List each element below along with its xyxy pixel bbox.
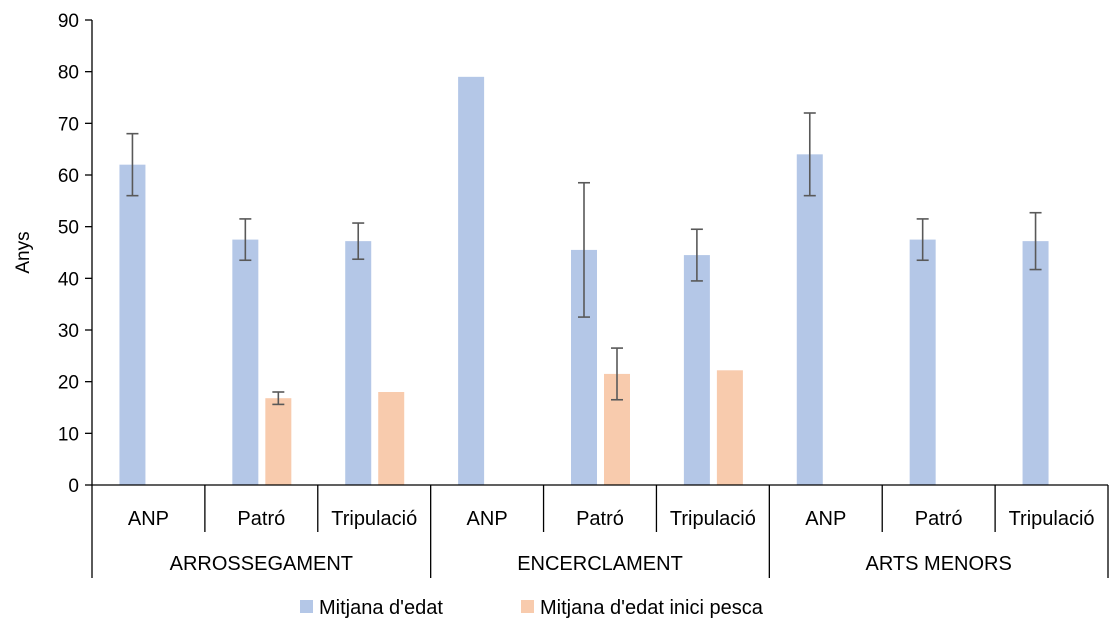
legend-swatch <box>300 600 313 613</box>
y-tick-label: 90 <box>58 11 79 32</box>
group-label: ENCERCLAMENT <box>517 553 683 575</box>
category-label: Patró <box>915 508 963 530</box>
category-label: ANP <box>128 508 169 530</box>
category-label: Tripulació <box>670 508 756 530</box>
category-label: Patró <box>576 508 624 530</box>
y-axis: 0 10 20 30 40 50 60 70 80 90 <box>58 11 93 497</box>
bar <box>119 164 146 485</box>
category-label: Patró <box>237 508 285 530</box>
bar <box>458 76 485 485</box>
bar <box>683 255 710 485</box>
category-label: ANP <box>805 508 846 530</box>
y-tick-label: 10 <box>58 424 79 445</box>
group-label: ARTS MENORS <box>866 553 1012 575</box>
bar <box>1022 241 1049 485</box>
error-bars <box>126 112 1042 406</box>
legend: Mitjana d'edat Mitjana d'edat inici pesca <box>300 597 764 619</box>
y-tick-label: 40 <box>58 269 79 290</box>
legend-label: Mitjana d'edat <box>319 597 443 619</box>
bar <box>796 154 823 486</box>
legend-swatch <box>521 600 534 613</box>
bar <box>232 239 259 485</box>
bar <box>345 241 372 485</box>
y-axis-label: Anys <box>13 231 34 273</box>
bar <box>265 398 292 485</box>
group-label: ARROSSEGAMENT <box>170 553 353 575</box>
y-tick-label: 20 <box>58 373 79 394</box>
y-tick-label: 80 <box>58 63 79 84</box>
y-tick-label: 60 <box>58 166 79 187</box>
category-label: ANP <box>467 508 508 530</box>
legend-label: Mitjana d'edat inici pesca <box>540 597 764 619</box>
bar <box>716 370 743 485</box>
category-label: Tripulació <box>1009 508 1095 530</box>
bar <box>909 239 936 485</box>
x-axis: ANP Patró Tripulació ANP Patró Tripulació ANP P… <box>91 484 1109 578</box>
y-tick-label: 50 <box>58 218 79 239</box>
bars <box>119 76 1049 486</box>
y-tick-label: 0 <box>68 476 79 497</box>
category-label: Tripulació <box>331 508 417 530</box>
bar <box>378 392 405 485</box>
y-tick-label: 70 <box>58 114 79 135</box>
y-tick-label: 30 <box>58 321 79 342</box>
